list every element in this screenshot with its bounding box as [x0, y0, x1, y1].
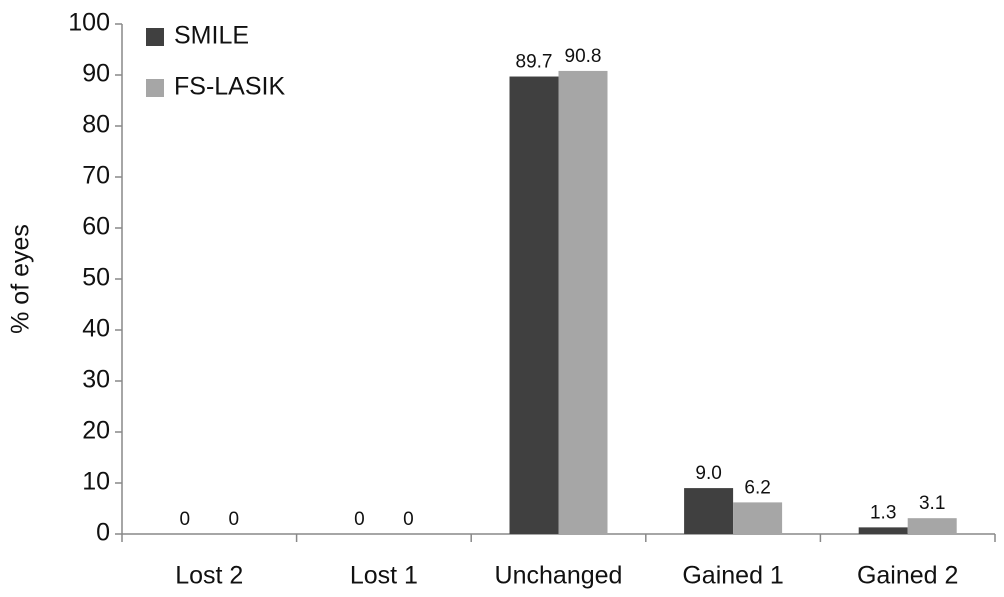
bar: [733, 502, 783, 534]
y-tick-label: 40: [82, 315, 110, 343]
value-label: 0: [180, 509, 191, 530]
legend-label: SMILE: [174, 22, 249, 50]
y-tick-label: 20: [82, 417, 110, 445]
value-label: 90.8: [565, 46, 602, 67]
y-tick-label: 90: [82, 60, 110, 88]
bar: [684, 488, 734, 534]
legend-swatch: [146, 28, 164, 46]
x-tick-label: Lost 1: [350, 562, 418, 590]
y-tick-label: 100: [68, 9, 110, 37]
x-tick-label: Lost 2: [175, 562, 243, 590]
value-label: 1.3: [870, 502, 896, 523]
y-tick-label: 30: [82, 366, 110, 394]
x-tick-label: Gained 2: [857, 562, 958, 590]
value-label: 6.2: [744, 477, 770, 498]
y-tick-label: 60: [82, 213, 110, 241]
value-label: 89.7: [516, 52, 553, 73]
legend-swatch: [146, 79, 164, 97]
bar: [509, 76, 559, 534]
y-tick-label: 0: [96, 519, 110, 547]
bar: [907, 518, 957, 534]
x-tick-label: Unchanged: [495, 562, 623, 590]
y-axis-label: % of eyes: [7, 224, 35, 334]
legend-label: FS-LASIK: [174, 73, 285, 101]
value-label: 0: [229, 509, 240, 530]
value-label: 9.0: [695, 463, 721, 484]
x-tick-label: Gained 1: [682, 562, 783, 590]
value-label: 3.1: [919, 493, 945, 514]
value-label: 0: [354, 509, 365, 530]
y-tick-label: 50: [82, 264, 110, 292]
bar: [858, 527, 908, 534]
bar: [558, 70, 608, 535]
y-tick-label: 70: [82, 162, 110, 190]
y-tick-label: 80: [82, 111, 110, 139]
y-tick-label: 10: [82, 468, 110, 496]
value-label: 0: [403, 509, 414, 530]
